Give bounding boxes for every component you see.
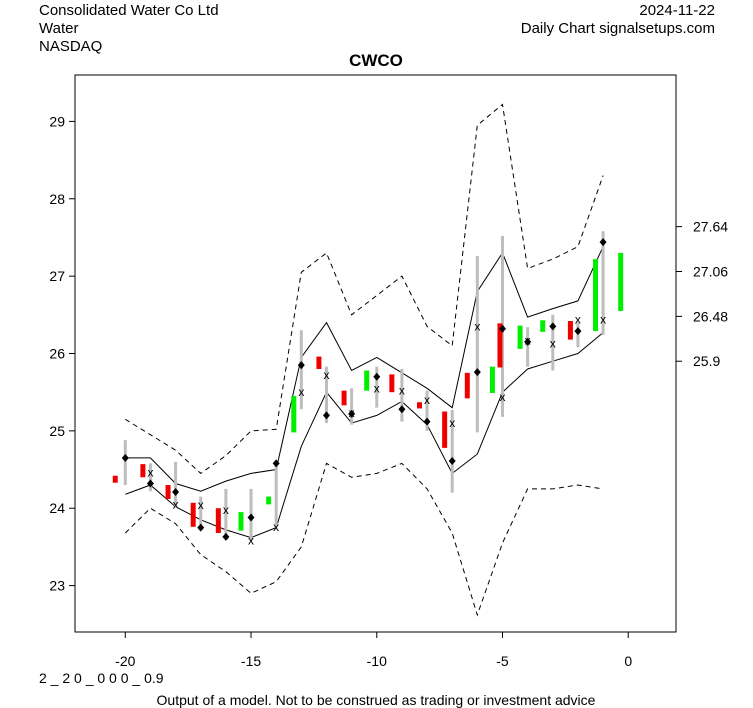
chart-kind-label: Daily Chart signalsetups.com — [520, 20, 715, 37]
candle-down — [190, 502, 196, 527]
x-marker: x — [273, 520, 279, 534]
x-marker: x — [550, 336, 556, 350]
candle-down — [341, 390, 347, 406]
diamond-marker — [197, 523, 205, 532]
x-tick-label: -15 — [241, 653, 261, 669]
company-name: Consolidated Water Co Ltd — [39, 2, 219, 19]
plot-frame — [74, 74, 677, 633]
chart-date: 2024-11-22 — [639, 2, 715, 19]
candle-down — [140, 464, 146, 478]
candle-down — [112, 475, 118, 483]
diamond-marker — [473, 368, 481, 377]
diamond-marker — [348, 409, 356, 418]
diamond-marker — [146, 479, 154, 488]
x-marker: x — [223, 503, 229, 517]
y-tick-label: 25 — [49, 423, 65, 439]
band-inner-lower — [125, 332, 604, 539]
candle-down — [165, 485, 171, 499]
y-tick-label: 27 — [49, 268, 65, 284]
right-tick-label: 25.9 — [693, 353, 720, 369]
candle-down — [316, 356, 322, 369]
diamond-marker — [373, 372, 381, 381]
x-tick-label: -5 — [496, 653, 509, 669]
sector-label: Water — [39, 20, 79, 37]
exchange-label: NASDAQ — [39, 38, 103, 55]
candle-down — [497, 323, 503, 368]
diamond-marker — [121, 453, 129, 462]
candle-up — [291, 396, 297, 433]
y-tick-label: 26 — [49, 346, 65, 362]
candle-up — [540, 320, 546, 332]
diamond-marker — [297, 361, 305, 370]
band-outer-upper — [125, 103, 604, 475]
candle-up — [364, 370, 370, 391]
diamond-marker — [398, 405, 406, 414]
band-outer-lower — [124, 462, 604, 617]
candle-up — [517, 325, 523, 349]
x-marker: x — [323, 368, 329, 382]
y-tick-label: 23 — [49, 578, 65, 594]
x-marker: x — [499, 390, 505, 404]
x-tick-label: -20 — [115, 653, 135, 669]
x-marker: x — [575, 312, 581, 326]
x-marker: x — [198, 498, 204, 512]
chart-title: CWCO — [349, 51, 403, 70]
x-marker: x — [399, 384, 405, 398]
x-marker: x — [374, 381, 380, 395]
right-tick-label: 27.64 — [693, 219, 728, 235]
y-tick-label: 29 — [49, 113, 65, 129]
candle-down — [442, 411, 448, 448]
band-inner-upper — [125, 246, 604, 492]
diamond-marker — [247, 513, 255, 522]
candle-down — [417, 402, 423, 409]
candle-down — [389, 374, 395, 393]
y-tick-label: 28 — [49, 191, 65, 207]
candle-up — [489, 366, 495, 393]
candle-down — [464, 372, 470, 399]
x-marker: x — [298, 385, 304, 399]
diamond-marker — [423, 417, 431, 426]
candle-down — [215, 508, 221, 533]
candle-down — [567, 321, 573, 340]
model-code: 2 _ 2 0 _ 0 0 0 _ 0.9 — [39, 670, 164, 686]
x-marker: x — [173, 497, 179, 511]
x-marker: x — [147, 466, 153, 480]
diamond-marker — [599, 238, 607, 247]
candle-up — [593, 259, 599, 332]
diamond-marker — [322, 411, 330, 420]
x-marker: x — [424, 393, 430, 407]
diamond-marker — [448, 457, 456, 466]
right-tick-label: 26.48 — [693, 308, 728, 324]
x-tick-label: -10 — [367, 653, 387, 669]
x-marker: x — [248, 534, 254, 548]
disclaimer: Output of a model. Not to be construed a… — [157, 692, 596, 708]
x-marker: x — [600, 312, 606, 326]
x-tick-label: 0 — [624, 653, 632, 669]
x-marker: x — [449, 416, 455, 430]
candle-up — [266, 496, 272, 505]
candle-up — [238, 512, 244, 531]
diamond-marker — [524, 337, 532, 346]
diamond-marker — [574, 327, 582, 336]
diamond-marker — [498, 324, 506, 333]
x-marker: x — [474, 319, 480, 333]
diamond-marker — [549, 322, 557, 331]
right-tick-label: 27.06 — [693, 263, 728, 279]
y-tick-label: 24 — [49, 500, 65, 516]
diamond-marker — [222, 532, 230, 541]
candle-up — [618, 252, 624, 311]
diamond-marker — [172, 487, 180, 496]
diamond-marker — [272, 459, 280, 468]
